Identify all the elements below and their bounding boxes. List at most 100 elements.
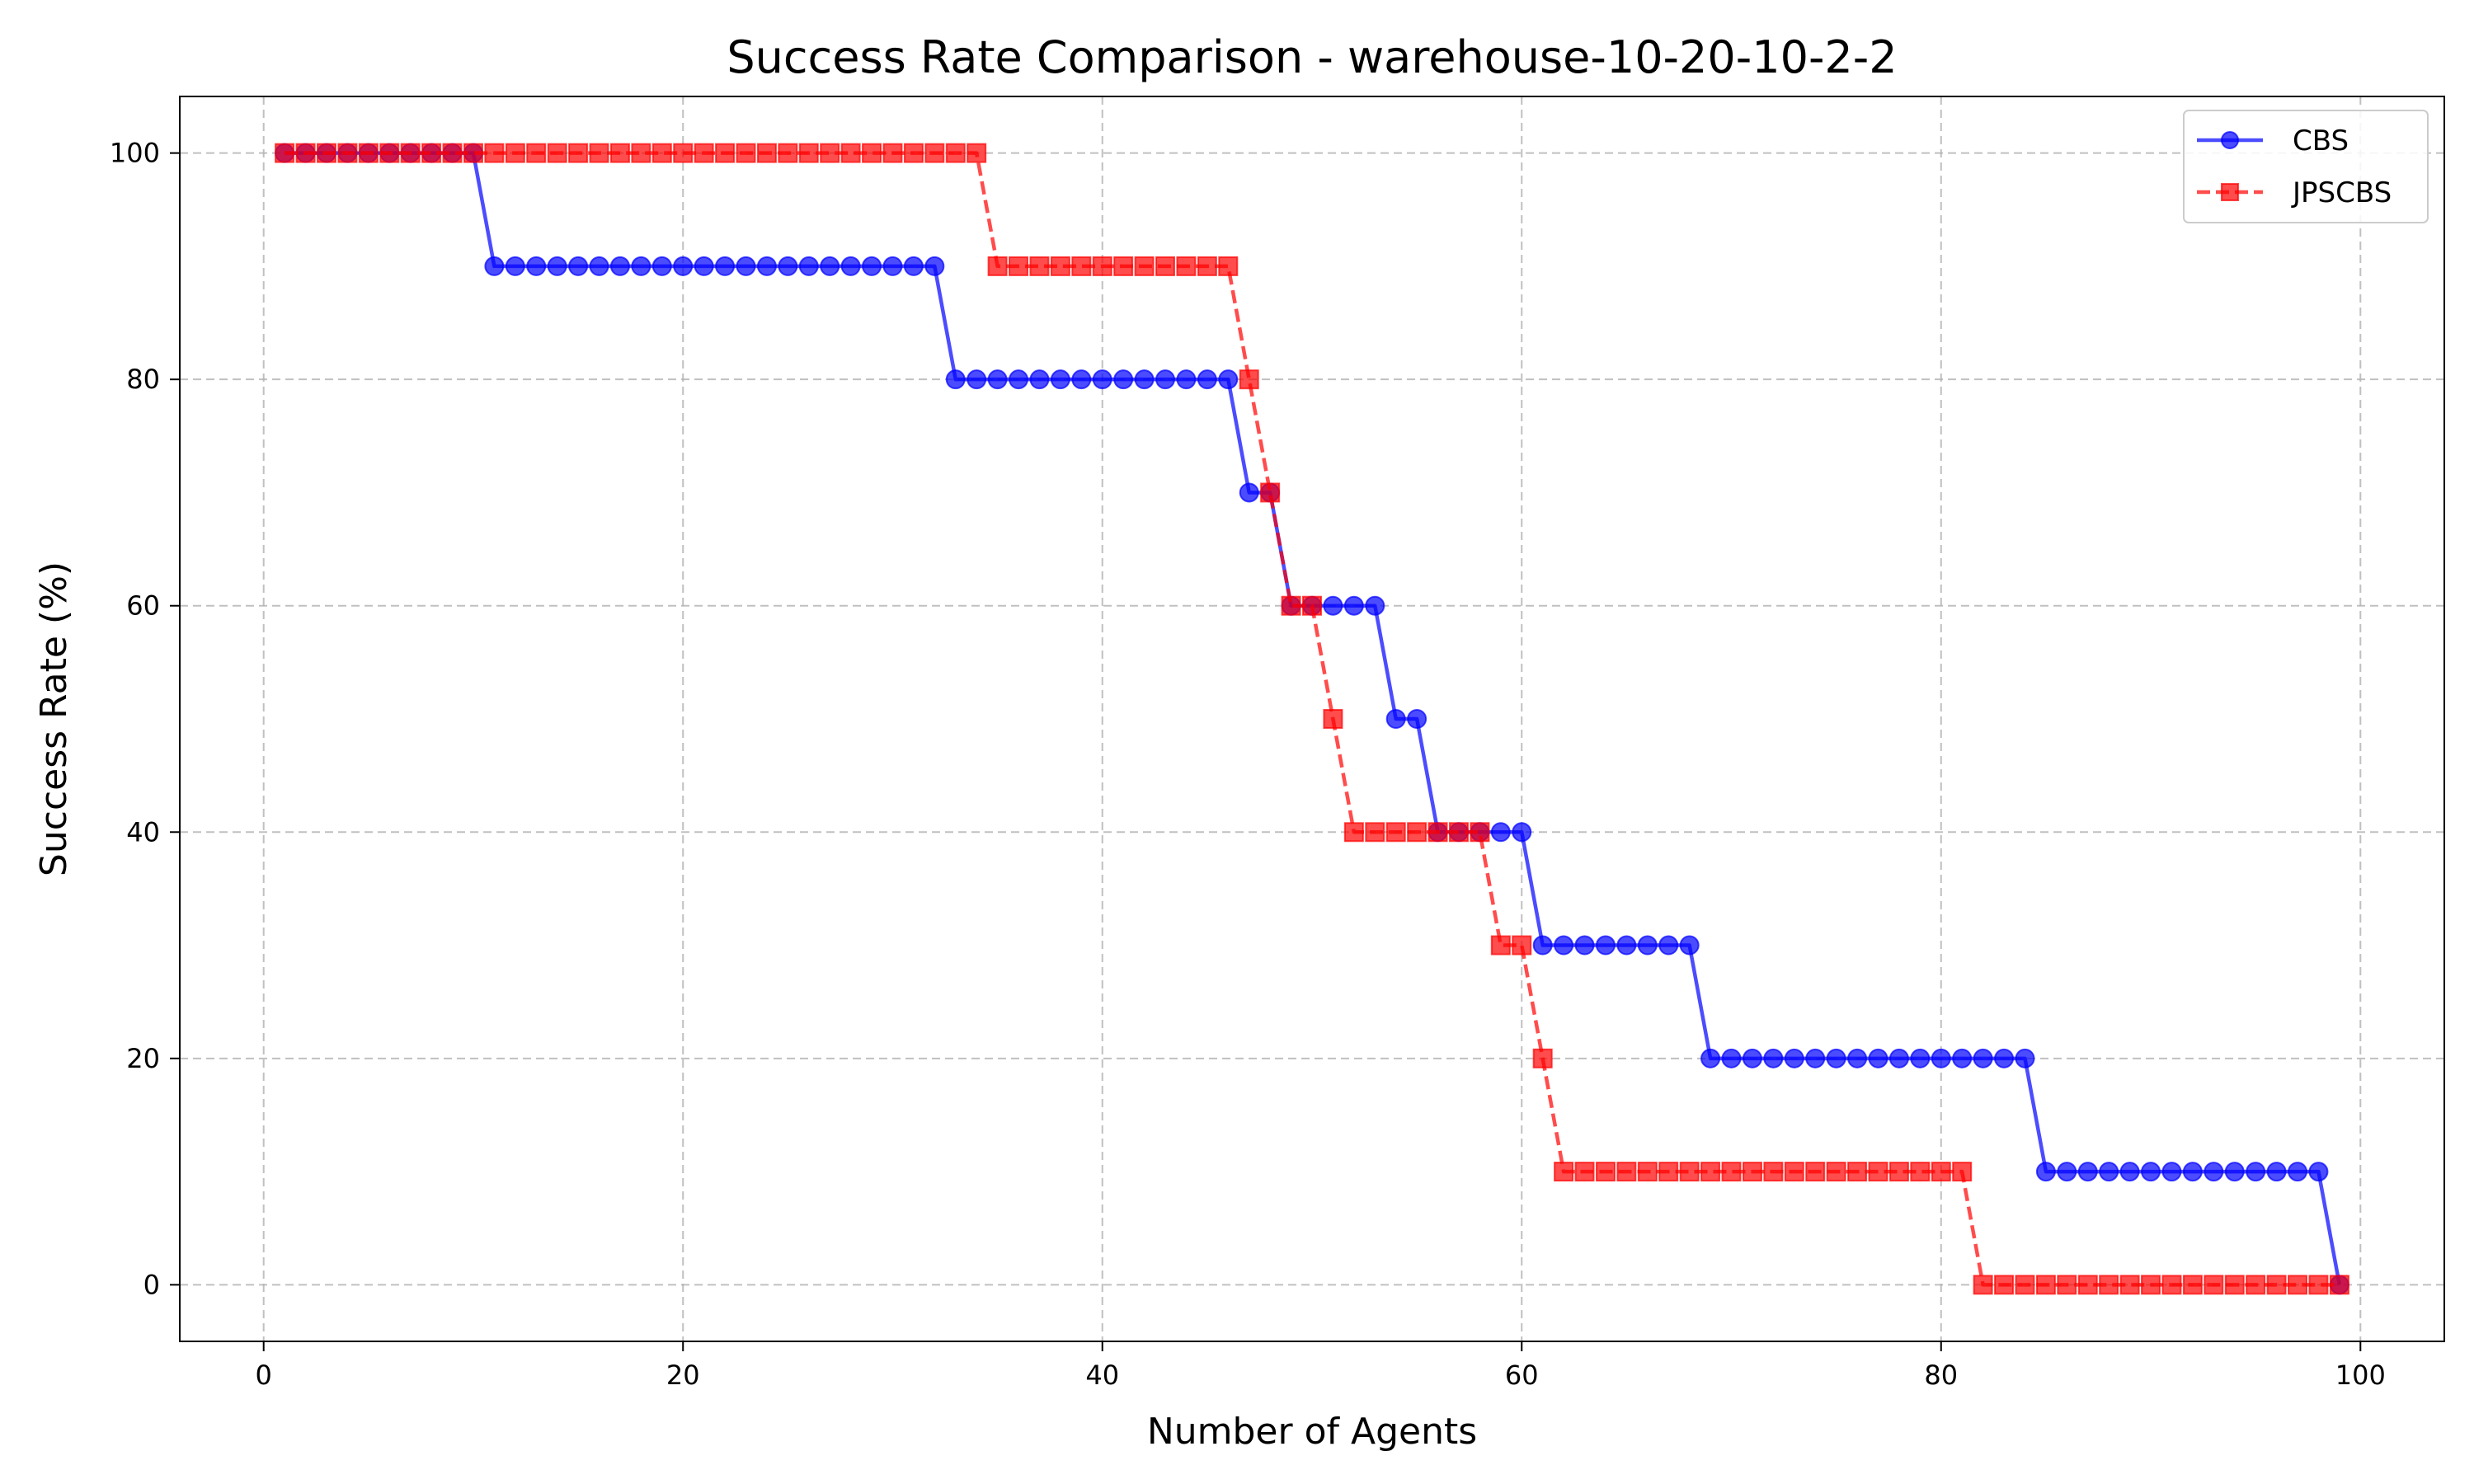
- data-point-cbs: [1595, 935, 1616, 956]
- data-point-jpscbs: [1490, 935, 1511, 956]
- data-point-jpscbs: [2246, 1275, 2266, 1295]
- data-point-jpscbs: [2224, 1275, 2245, 1295]
- data-point-cbs: [1029, 369, 1050, 390]
- x-axis-ticks: 0 20 40 60 80 100: [256, 1341, 2386, 1391]
- data-point-jpscbs: [798, 143, 819, 163]
- data-point-cbs: [1994, 1048, 2015, 1068]
- data-point-jpscbs: [2077, 1275, 2098, 1295]
- data-point-cbs: [903, 256, 924, 276]
- data-point-jpscbs: [631, 143, 651, 163]
- y-tick-label: 80: [126, 364, 160, 395]
- data-point-jpscbs: [589, 143, 609, 163]
- data-point-jpscbs: [1009, 256, 1029, 276]
- data-point-cbs: [2224, 1162, 2245, 1182]
- data-point-jpscbs: [1700, 1162, 1721, 1182]
- data-point-cbs: [1490, 822, 1511, 843]
- data-point-jpscbs: [1784, 1162, 1804, 1182]
- data-point-jpscbs: [1763, 1162, 1784, 1182]
- data-point-cbs: [2182, 1162, 2203, 1182]
- data-point-cbs: [1931, 1048, 1951, 1068]
- data-point-cbs: [2308, 1162, 2329, 1182]
- x-tick-label: 100: [2335, 1360, 2386, 1391]
- data-point-cbs: [1721, 1048, 1742, 1068]
- data-point-jpscbs: [275, 143, 295, 163]
- data-point-cbs: [715, 256, 736, 276]
- data-point-jpscbs: [295, 143, 316, 163]
- data-point-cbs: [1239, 482, 1259, 503]
- data-point-cbs: [1784, 1048, 1804, 1068]
- plot-frame: [179, 96, 2445, 1342]
- data-point-cbs: [2161, 1162, 2182, 1182]
- data-point-jpscbs: [1260, 482, 1281, 503]
- data-point-cbs: [2141, 1162, 2161, 1182]
- data-point-cbs: [1092, 369, 1112, 390]
- data-point-cbs: [1952, 1048, 1973, 1068]
- data-point-jpscbs: [1343, 822, 1364, 843]
- x-tick-label: 60: [1505, 1360, 1539, 1391]
- data-point-jpscbs: [1805, 1162, 1826, 1182]
- data-point-jpscbs: [1155, 256, 1176, 276]
- data-point-jpscbs: [1092, 256, 1112, 276]
- data-point-cbs: [1574, 935, 1595, 956]
- data-point-cbs: [694, 256, 714, 276]
- data-point-cbs: [1512, 822, 1532, 843]
- x-tick-label: 80: [1924, 1360, 1958, 1391]
- data-point-jpscbs: [778, 143, 798, 163]
- data-point-jpscbs: [1595, 1162, 1616, 1182]
- data-point-jpscbs: [1470, 822, 1490, 843]
- data-point-jpscbs: [1427, 822, 1448, 843]
- data-point-jpscbs: [1637, 1162, 1658, 1182]
- data-point-cbs: [2057, 1162, 2077, 1182]
- data-point-cbs: [1323, 595, 1343, 616]
- data-point-jpscbs: [715, 143, 736, 163]
- data-point-cbs: [1009, 369, 1029, 390]
- data-point-jpscbs: [2329, 1275, 2349, 1295]
- data-point-jpscbs: [1847, 1162, 1868, 1182]
- data-point-jpscbs: [967, 143, 987, 163]
- data-point-jpscbs: [1931, 1162, 1951, 1182]
- data-point-cbs: [2246, 1162, 2266, 1182]
- data-point-cbs: [1343, 595, 1364, 616]
- legend-marker-cbs: [2221, 131, 2239, 149]
- data-point-cbs: [1847, 1048, 1868, 1068]
- data-point-jpscbs: [882, 143, 903, 163]
- data-point-jpscbs: [2057, 1275, 2077, 1295]
- data-point-jpscbs: [903, 143, 924, 163]
- data-point-cbs: [2288, 1162, 2308, 1182]
- data-point-jpscbs: [1554, 1162, 1574, 1182]
- data-point-jpscbs: [1532, 1048, 1553, 1068]
- y-axis-ticks: 0 20 40 60 80 100: [110, 138, 180, 1300]
- data-point-cbs: [1385, 709, 1406, 729]
- data-point-jpscbs: [2266, 1275, 2287, 1295]
- data-point-jpscbs: [1218, 256, 1239, 276]
- data-point-jpscbs: [1574, 1162, 1595, 1182]
- data-point-cbs: [1113, 369, 1134, 390]
- data-point-cbs: [1868, 1048, 1888, 1068]
- data-point-jpscbs: [1448, 822, 1469, 843]
- data-point-jpscbs: [1994, 1275, 2015, 1295]
- data-point-cbs: [1700, 1048, 1721, 1068]
- legend: CBS JPSCBS: [2183, 110, 2429, 223]
- data-point-jpscbs: [1385, 822, 1406, 843]
- legend-marker-jpscbs: [2221, 183, 2239, 201]
- data-point-jpscbs: [526, 143, 547, 163]
- data-point-cbs: [484, 256, 505, 276]
- data-point-jpscbs: [862, 143, 882, 163]
- data-point-cbs: [2204, 1162, 2224, 1182]
- data-point-cbs: [651, 256, 672, 276]
- data-point-cbs: [547, 256, 567, 276]
- data-point-cbs: [1910, 1048, 1931, 1068]
- data-point-cbs: [1658, 935, 1679, 956]
- data-point-jpscbs: [1742, 1162, 1762, 1182]
- data-point-jpscbs: [1910, 1162, 1931, 1182]
- y-tick-label: 100: [110, 138, 160, 169]
- data-point-cbs: [2119, 1162, 2140, 1182]
- chart-title: Success Rate Comparison - warehouse-10-2…: [727, 31, 1897, 83]
- legend-label-cbs: CBS: [2293, 124, 2349, 157]
- data-point-jpscbs: [609, 143, 630, 163]
- data-point-jpscbs: [673, 143, 694, 163]
- data-point-jpscbs: [1071, 256, 1092, 276]
- data-point-cbs: [1176, 369, 1197, 390]
